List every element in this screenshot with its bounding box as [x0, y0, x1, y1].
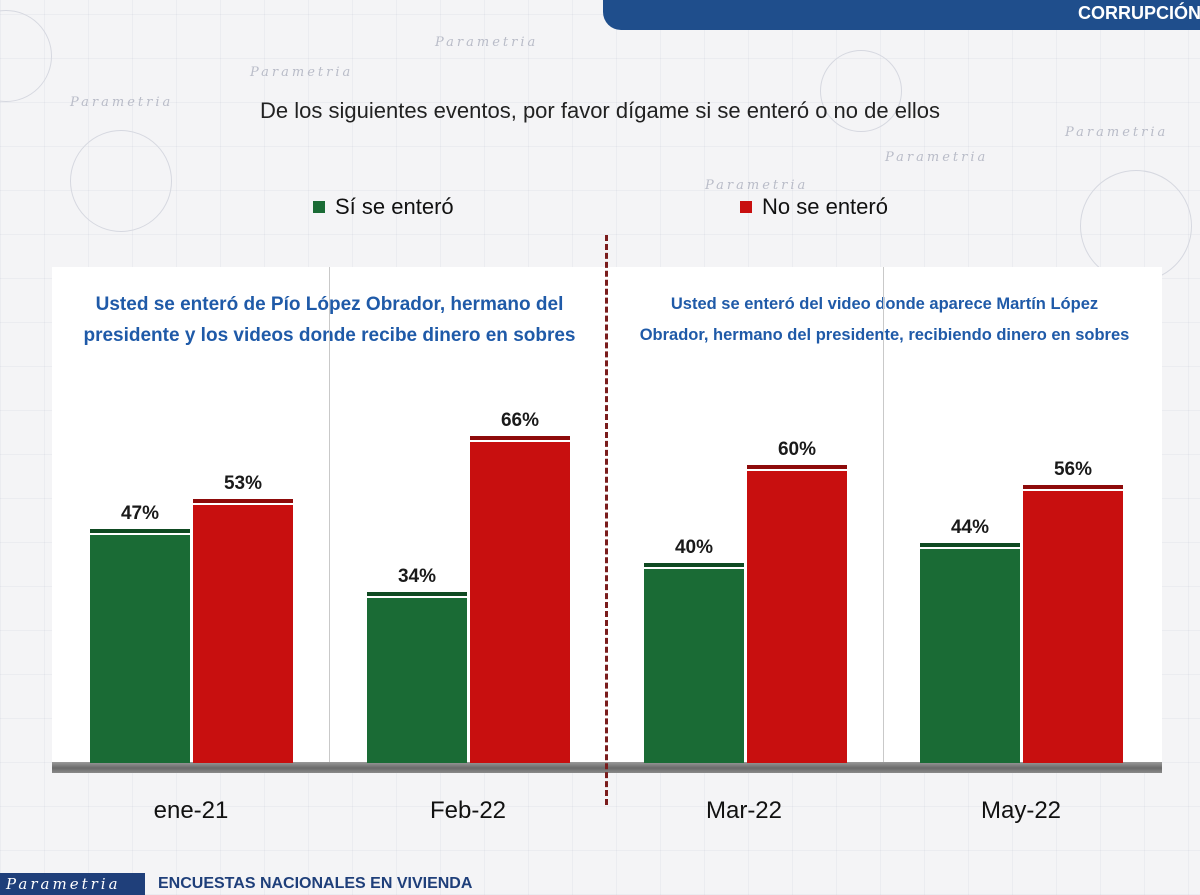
data-label-no-May-22: 56%: [1053, 458, 1093, 480]
category-label-may-22: May-22: [980, 797, 1062, 824]
header-ribbon: CORRUPCIÓN: [603, 0, 1200, 30]
data-label-no-Mar-22: 60%: [777, 439, 817, 461]
watermark: Parametria: [885, 150, 989, 165]
bar-cap: [747, 465, 847, 470]
bar-cap: [193, 499, 293, 504]
data-label-si-ene-21: 47%: [120, 502, 160, 524]
bar-cap: [367, 591, 467, 596]
bar-si-ene-21: [90, 534, 190, 763]
legend-item-no: No se enteró: [740, 194, 888, 220]
bar-cap: [644, 562, 744, 567]
bar-cap: [470, 436, 570, 441]
category-label-mar-22: Mar-22: [705, 797, 783, 824]
data-label-no-ene-21: 53%: [223, 473, 263, 495]
panel-title-right: Usted se enteró del video donde aparece …: [607, 289, 1162, 351]
watermark: Parametria: [435, 35, 539, 50]
bar-no-ene-21: [193, 505, 293, 763]
legend-swatch-no: [740, 201, 752, 213]
section-tag: CORRUPCIÓN: [1077, 3, 1200, 23]
panel-separator: [329, 267, 330, 765]
legend-label-si: Sí se enteró: [335, 194, 454, 219]
watermark-circle: [70, 130, 172, 232]
watermark: Parametria: [70, 95, 174, 110]
watermark: Parametria: [1065, 125, 1169, 140]
watermark-circle: [1080, 170, 1192, 282]
bar-cap: [920, 543, 1020, 548]
panel-title-right-line2: Obrador, hermano del presidente, recibie…: [639, 326, 1130, 344]
panel-separator: [883, 267, 884, 765]
bar-si-Mar-22: [644, 568, 744, 763]
watermark: Parametria: [250, 65, 354, 80]
category-label-ene-21: ene-21: [153, 797, 229, 824]
footer-text: ENCUESTAS NACIONALES EN VIVIENDA: [158, 875, 473, 892]
data-label-no-Feb-22: 66%: [500, 410, 540, 432]
bar-no-Mar-22: [747, 471, 847, 763]
data-label-si-Feb-22: 34%: [397, 565, 437, 587]
bar-si-Feb-22: [367, 597, 467, 763]
category-label-feb-22: Feb-22: [429, 797, 507, 824]
bar-si-May-22: [920, 549, 1020, 763]
axis-baseline-left: [52, 762, 607, 773]
watermark-circle: [820, 50, 902, 132]
watermark: Parametria: [705, 178, 809, 193]
bar-cap: [1023, 484, 1123, 489]
period-divider: [605, 235, 608, 805]
legend-label-no: No se enteró: [762, 194, 888, 219]
panel-title-right-line1: Usted se enteró del video donde aparece …: [670, 295, 1099, 313]
bar-no-May-22: [1023, 490, 1123, 763]
footer: Parametria ENCUESTAS NACIONALES EN VIVIE…: [0, 870, 1200, 895]
question-title: De los siguientes eventos, por favor díg…: [260, 98, 940, 123]
data-label-si-Mar-22: 40%: [674, 536, 714, 558]
legend-swatch-si: [313, 201, 325, 213]
bar-no-Feb-22: [470, 442, 570, 763]
data-label-si-May-22: 44%: [950, 517, 990, 539]
footer-logo: Parametria: [0, 873, 145, 895]
axis-baseline-right: [607, 762, 1162, 773]
bar-cap: [90, 528, 190, 533]
legend-item-si: Sí se enteró: [313, 194, 454, 220]
